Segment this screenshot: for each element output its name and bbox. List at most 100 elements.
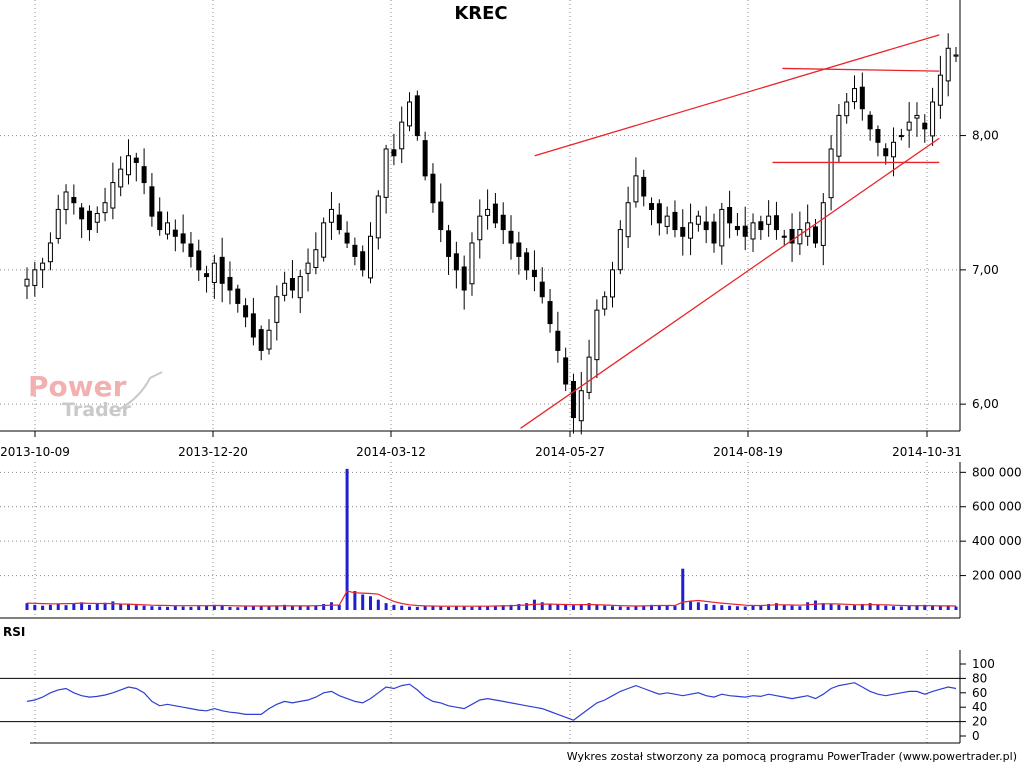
volume-bar-111 (892, 606, 896, 610)
candle-body-116 (930, 101, 936, 137)
volume-bar-7 (80, 602, 84, 610)
candle-body-9 (94, 212, 100, 223)
candle-body-52 (430, 173, 436, 204)
candle-body-67 (547, 301, 553, 325)
volume-bar-105 (845, 605, 849, 610)
volume-bar-34 (290, 606, 294, 610)
volume-bar-84 (681, 568, 685, 610)
volume-bar-52 (431, 605, 435, 610)
volume-bar-22 (197, 606, 201, 610)
candle-body-63 (516, 242, 522, 257)
rsi-ytick-label-3: 60 (972, 686, 987, 700)
volume-bar-29 (251, 605, 255, 610)
volume-bar-24 (212, 604, 216, 610)
volume-bar-20 (181, 606, 185, 610)
candle-body-17 (157, 211, 163, 231)
candle-body-81 (656, 203, 662, 224)
candle-body-110 (883, 148, 889, 157)
volume-bar-95 (767, 603, 771, 610)
volume-bar-28 (244, 606, 248, 610)
rsi-ytick-label-1: 20 (972, 715, 987, 729)
volume-panel: 200 000 400 000 600 000 800 000 (0, 462, 1022, 619)
candle-body-39 (328, 208, 334, 223)
date-tick-label-4: 2014-08-19 (713, 445, 783, 459)
volume-bar-9 (95, 603, 99, 610)
volume-bar-50 (415, 606, 419, 610)
volume-bar-104 (837, 604, 841, 610)
candle-body-99 (797, 229, 803, 245)
volume-bar-58 (478, 606, 482, 610)
candle-body-98 (789, 228, 795, 244)
volume-bar-57 (470, 606, 474, 610)
candle-body-104 (836, 114, 842, 157)
volume-ytick-label-2: 600 000 (972, 500, 1022, 514)
watermark-power: Power (28, 370, 127, 403)
candle-body-93 (750, 222, 756, 240)
volume-bar-78 (634, 606, 638, 610)
candle-body-112 (898, 135, 904, 138)
trendline-1 (520, 137, 940, 429)
candle-body-19 (172, 229, 178, 237)
candle-body-90 (727, 207, 733, 224)
candle-body-16 (149, 186, 155, 217)
candle-body-92 (742, 225, 748, 237)
candle-body-13 (125, 155, 131, 176)
candle-body-79 (641, 176, 647, 197)
volume-bar-103 (829, 603, 833, 610)
candle-body-75 (610, 269, 616, 298)
candle-body-111 (891, 141, 897, 158)
volume-bar-49 (408, 606, 412, 610)
candle-body-15 (141, 166, 147, 184)
volume-bar-110 (884, 605, 888, 610)
candle-body-91 (734, 225, 740, 231)
volume-bar-93 (751, 605, 755, 610)
candle-body-107 (859, 86, 865, 110)
volume-ytick-label-1: 400 000 (972, 534, 1022, 548)
volume-bar-119 (954, 606, 958, 610)
candle-body-94 (758, 221, 764, 231)
volume-bar-68 (556, 604, 560, 610)
candle-body-14 (133, 157, 139, 163)
volume-bar-1 (33, 604, 37, 610)
candle-body-34 (289, 278, 295, 291)
candle-body-18 (165, 222, 171, 235)
candle-body-31 (266, 329, 272, 350)
volume-ytick-label-3: 800 000 (972, 465, 1022, 479)
volume-bar-55 (454, 605, 458, 610)
volume-bar-118 (946, 606, 950, 610)
candle-body-43 (360, 251, 366, 271)
volume-bar-76 (618, 606, 622, 610)
price-ytick-label-0: 6,00 (972, 397, 999, 411)
volume-bar-82 (665, 605, 669, 610)
candle-body-64 (524, 252, 530, 271)
volume-bar-97 (782, 604, 786, 610)
volume-bar-36 (306, 606, 310, 610)
candle-body-38 (321, 222, 327, 258)
volume-bar-89 (720, 605, 724, 610)
volume-bar-81 (657, 605, 661, 610)
price-ytick-label-2: 8,00 (972, 129, 999, 143)
candle-body-21 (188, 243, 194, 257)
volume-bar-107 (860, 603, 864, 610)
candle-body-41 (344, 232, 350, 244)
candle-body-47 (391, 149, 397, 157)
volume-bar-23 (205, 605, 209, 610)
candle-body-71 (578, 390, 584, 422)
candle-body-74 (602, 296, 608, 310)
volume-bar-101 (813, 600, 817, 610)
volume-bar-73 (595, 604, 599, 610)
volume-bar-46 (384, 603, 388, 610)
candle-body-37 (313, 249, 319, 268)
candle-body-101 (812, 226, 818, 244)
candle-body-95 (766, 215, 772, 225)
candle-body-29 (250, 313, 256, 338)
footer-credit: Wykres został stworzony za pomocą progra… (567, 750, 1017, 763)
volume-bar-75 (611, 606, 615, 610)
candle-body-22 (196, 250, 202, 271)
volume-bar-102 (821, 603, 825, 610)
volume-ytick-label-0: 200 000 (972, 569, 1022, 583)
volume-bar-8 (87, 604, 91, 610)
volume-bar-83 (673, 605, 677, 610)
volume-bar-91 (735, 606, 739, 610)
volume-bar-32 (275, 605, 279, 610)
